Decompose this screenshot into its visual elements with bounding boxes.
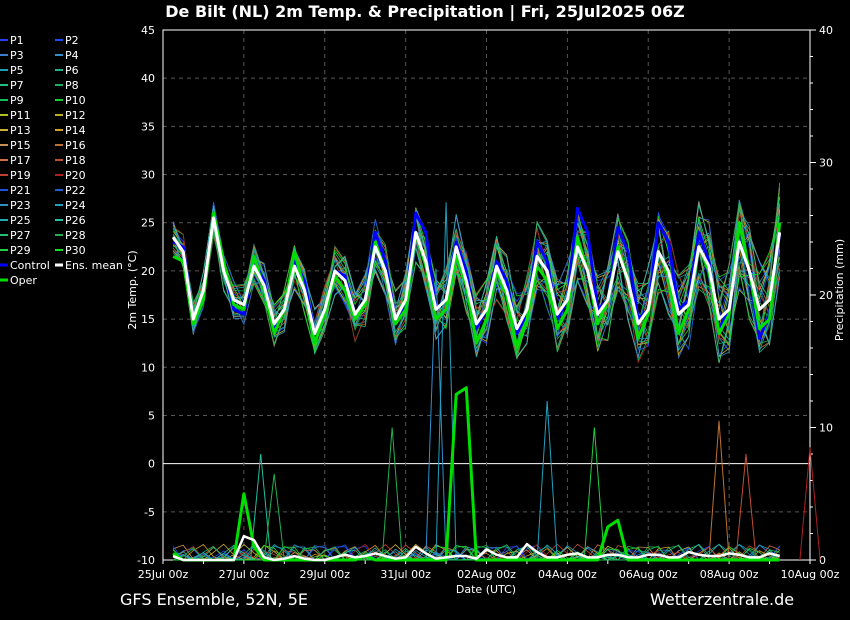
legend-label: P1 xyxy=(10,34,24,47)
y-tick-label: 10 xyxy=(141,361,155,374)
legend-label: P21 xyxy=(10,184,31,197)
legend-label: P29 xyxy=(10,244,31,257)
y-tick-label: 15 xyxy=(141,313,155,326)
x-tick-label: 06Aug 00z xyxy=(619,568,678,581)
precip-spike xyxy=(708,420,730,561)
legend-label: P17 xyxy=(10,154,31,167)
member-temp-line xyxy=(172,199,781,359)
y2-tick-label: 20 xyxy=(819,289,833,302)
legend-label: P6 xyxy=(65,64,79,77)
legend-label: Oper xyxy=(10,274,37,287)
legend-label: P10 xyxy=(65,94,86,107)
x-tick-label: 31Jul 00z xyxy=(380,568,431,581)
model-footer: GFS Ensemble, 52N, 5E xyxy=(120,590,308,609)
legend-label: P4 xyxy=(65,49,79,62)
legend-label: P28 xyxy=(65,229,86,242)
y2-axis-label: Precipitation (mm) xyxy=(833,239,846,341)
y2-tick-label: 30 xyxy=(819,157,833,170)
legend-label: P14 xyxy=(65,124,86,137)
legend-label: P22 xyxy=(65,184,86,197)
y-tick-label: 5 xyxy=(148,409,155,422)
y2-tick-label: 40 xyxy=(819,24,833,37)
y-tick-label: 40 xyxy=(141,72,155,85)
oper-temp-line xyxy=(172,211,782,350)
legend-label: P13 xyxy=(10,124,31,137)
y-axis-label: 2m Temp. (°C) xyxy=(126,250,139,329)
legend-label: P25 xyxy=(10,214,31,227)
legend-label: P11 xyxy=(10,109,31,122)
chart-title: De Bilt (NL) 2m Temp. & Precipitation | … xyxy=(165,2,685,21)
oper-precip-line xyxy=(172,386,780,562)
precip-spike xyxy=(583,427,605,561)
legend-label: P23 xyxy=(10,199,31,212)
y2-tick-label: 10 xyxy=(819,422,833,435)
legend-label: P7 xyxy=(10,79,24,92)
y-tick-label: 25 xyxy=(141,217,155,230)
x-tick-label: 04Aug 00z xyxy=(538,568,597,581)
x-axis-label: Date (UTC) xyxy=(456,583,516,596)
legend-label: P19 xyxy=(10,169,31,182)
legend-label: P3 xyxy=(10,49,24,62)
member-temp-line xyxy=(172,207,781,358)
legend-label: P24 xyxy=(65,199,86,212)
legend: P1 P2 P3 P4 P5 P6 P7 P8 P9 P10 P11 P12 P13 P14 P15 P16 P… xyxy=(0,34,123,287)
precip-spike xyxy=(263,473,285,561)
y-tick-label: 45 xyxy=(141,24,155,37)
precip-spike xyxy=(425,268,447,561)
y-tick-label: 20 xyxy=(141,265,155,278)
legend-label: Control xyxy=(10,259,50,272)
legend-label: P18 xyxy=(65,154,86,167)
legend-label: P26 xyxy=(65,214,86,227)
legend-label: P9 xyxy=(10,94,24,107)
x-tick-label: 29Jul 00z xyxy=(299,568,350,581)
legend-label: P2 xyxy=(65,34,79,47)
y-tick-label: 30 xyxy=(141,169,155,182)
ens-mean-precip-line xyxy=(172,534,780,562)
y-tick-label: -5 xyxy=(144,506,155,519)
y-tick-label: -10 xyxy=(137,554,155,567)
legend-label: P16 xyxy=(65,139,86,152)
ens-mean-temp-line xyxy=(171,216,782,336)
legend-label: P27 xyxy=(10,229,31,242)
legend-label: Ens. mean xyxy=(65,259,123,272)
x-tick-label: 25Jul 00z xyxy=(138,568,189,581)
precip-spike xyxy=(250,453,272,561)
legend-label: P5 xyxy=(10,64,24,77)
precip-spike xyxy=(381,427,403,561)
legend-label: P12 xyxy=(65,109,86,122)
source-footer: Wetterzentrale.de xyxy=(650,590,795,609)
x-tick-label: 02Aug 00z xyxy=(457,568,516,581)
precip-spike xyxy=(735,453,757,561)
series xyxy=(171,182,821,562)
y-tick-label: 35 xyxy=(141,120,155,133)
y-tick-label: 0 xyxy=(148,458,155,471)
precip-spike xyxy=(799,447,821,561)
x-tick-label: 10Aug 00z xyxy=(781,568,840,581)
y2-tick-label: 0 xyxy=(819,554,826,567)
legend-label: P8 xyxy=(65,79,79,92)
x-tick-label: 27Jul 00z xyxy=(219,568,270,581)
precip-spike xyxy=(536,400,558,561)
legend-label: P20 xyxy=(65,169,86,182)
legend-label: P30 xyxy=(65,244,86,257)
legend-label: P15 xyxy=(10,139,31,152)
x-tick-label: 08Aug 00z xyxy=(700,568,759,581)
